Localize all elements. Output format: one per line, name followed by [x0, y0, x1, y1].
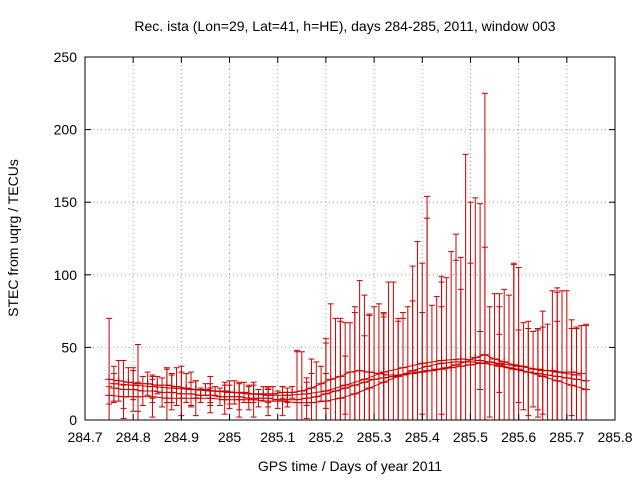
y-tick-label: 250: [54, 49, 78, 65]
chart-title: Rec. ista (Lon=29, Lat=41, h=HE), days 2…: [134, 18, 555, 34]
x-tick-label: 285.4: [405, 429, 440, 445]
x-tick-label: 285.1: [260, 429, 295, 445]
series-line: [109, 361, 587, 404]
x-tick-label: 285.6: [501, 429, 536, 445]
data-layer: [105, 92, 591, 421]
x-tick-label: 285.3: [357, 429, 392, 445]
y-axis-label: STEC from uqrg / TECUs: [5, 159, 21, 317]
x-tick-label: 285.2: [308, 429, 343, 445]
tick-layer: 284.7 284.8 284.9 285 285.1 285.2 285.3 285.4 28…: [54, 49, 633, 445]
x-tick-label: 284.9: [164, 429, 199, 445]
x-tick-label: 285.5: [453, 429, 488, 445]
x-tick-label: 285.8: [597, 429, 632, 445]
x-tick-label: 285: [218, 429, 242, 445]
grid-layer: [85, 57, 615, 420]
x-axis-label: GPS time / Days of year 2011: [258, 458, 442, 474]
x-tick-label: 284.8: [116, 429, 151, 445]
y-tick-label: 100: [54, 267, 78, 283]
y-tick-label: 50: [61, 339, 77, 355]
y-tick-label: 0: [69, 412, 77, 428]
x-tick-label: 285.7: [549, 429, 584, 445]
y-tick-label: 200: [54, 122, 78, 138]
y-tick-label: 150: [54, 194, 78, 210]
plot-frame: [84, 56, 616, 421]
x-tick-label: 284.7: [67, 429, 102, 445]
